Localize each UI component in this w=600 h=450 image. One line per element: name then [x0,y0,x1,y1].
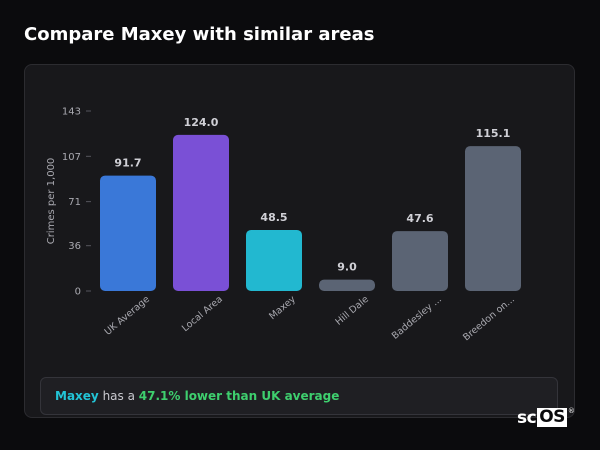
registered-mark: ® [567,407,575,415]
bar-value-label: 9.0 [337,261,357,274]
bar-maxey [246,229,302,291]
bar-value-label: 115.1 [476,127,511,140]
x-tick-label: Hill Dale [333,294,371,328]
summary-box: Maxey has a 47.1% lower than UK average [40,377,558,415]
logo-text: sc [517,408,537,428]
summary-area-name: Maxey [55,389,99,403]
bar-breedon-on [465,146,521,291]
x-tick-label: Local Area [180,294,225,334]
bar-chart: Crimes per 1,000 0 36 71 107 143 91.7 UK Averag… [46,107,521,343]
summary-stat: 47.1% lower than UK average [138,389,340,403]
bar-local-area [173,134,229,291]
x-tick-label: Maxey [267,294,298,322]
y-tick-label: 71 [68,197,81,208]
bar-value-label: 48.5 [260,211,287,224]
page-title: Compare Maxey with similar areas [24,24,375,45]
chart-card: Crimes per 1,000 0 36 71 107 143 91.7 UK Averag… [24,64,575,418]
bar-value-label: 91.7 [114,157,141,170]
x-tick-label: Baddesley ... [390,294,444,342]
y-tick-label: 107 [62,152,81,163]
x-tick-label: Breedon on... [461,294,517,343]
brand-logo: sc OS ® [517,407,575,428]
y-axis-label: Crimes per 1,000 [46,158,57,245]
x-tick-label: UK Average [103,294,152,338]
logo-box-text: OS [537,407,567,427]
summary-text: has a [98,389,139,403]
bar-value-label: 47.6 [406,212,433,225]
bar-value-label: 124.0 [184,116,219,129]
y-tick-label: 0 [75,287,81,298]
y-tick-label: 36 [68,241,81,252]
y-tick-label: 143 [62,107,81,118]
bar-uk-average [100,175,156,291]
bar-baddesley [392,231,448,291]
bar-hill-dale [319,279,375,291]
